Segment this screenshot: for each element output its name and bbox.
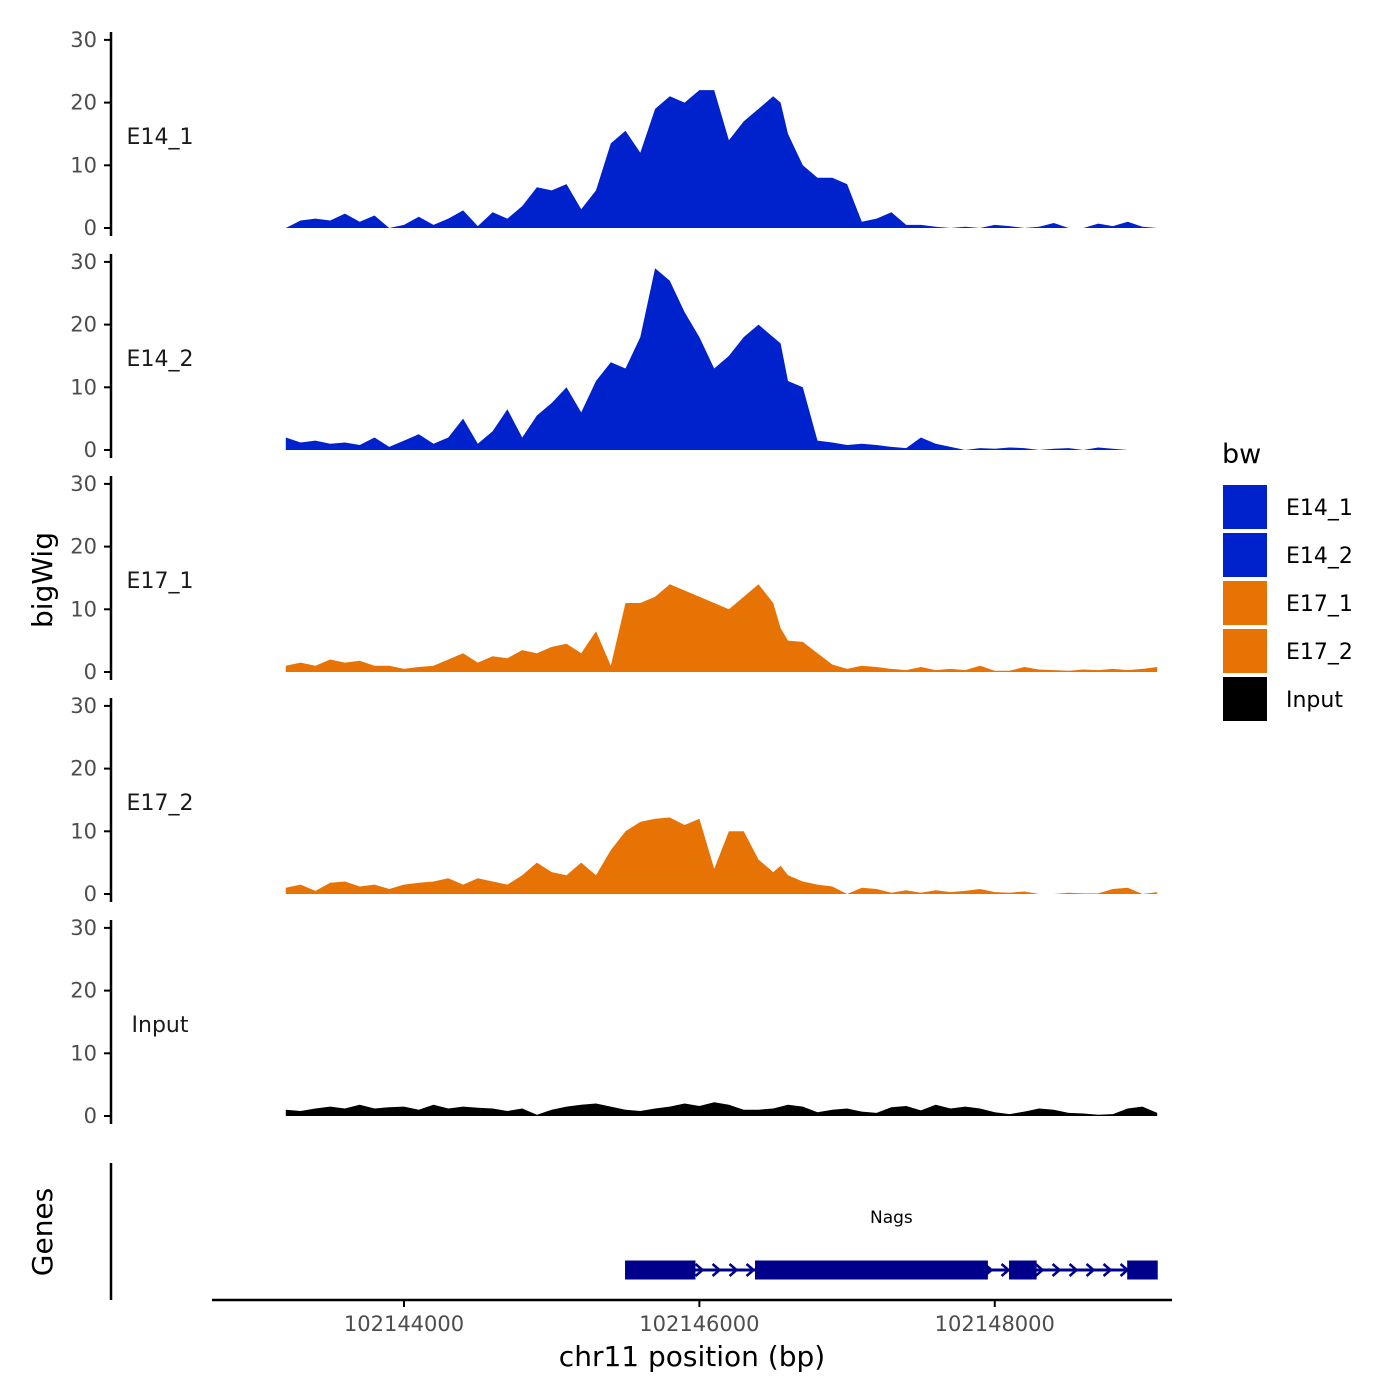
track-panel-e17_1: 0 10 20 30 E17_1: [70, 472, 1158, 684]
series-area-input: [285, 1102, 1158, 1116]
track-panels: 0 10 20 30 E14_1 0 10 20 30 E14_2 0 10 20 30 E17_1 0 10 2…: [70, 28, 1158, 1128]
y-tick-label: 20: [70, 757, 97, 781]
y-tick-label: 20: [70, 313, 97, 337]
gene-exon: [876, 1260, 988, 1280]
y-tick-label: 10: [70, 1041, 97, 1065]
legend-swatch-e17_2: [1221, 627, 1269, 675]
gene-label: Nags: [870, 1208, 913, 1228]
legend-label-e17_1: E17_1: [1286, 592, 1353, 617]
y-tick-label: 20: [70, 979, 97, 1003]
gene-exon: [1009, 1260, 1037, 1280]
legend-swatch-input: [1221, 675, 1269, 723]
gene-nags: Nags: [625, 1208, 1158, 1280]
y-tick-label: 10: [70, 597, 97, 621]
y-tick-label: 10: [70, 819, 97, 843]
legend-title: bw: [1222, 439, 1261, 470]
gene-track: Nags: [625, 1208, 1158, 1280]
series-area-e17_2: [285, 817, 1158, 894]
legend-label-e17_2: E17_2: [1286, 640, 1353, 665]
strand-arrow: [694, 1263, 705, 1277]
track-panel-e14_2: 0 10 20 30 E14_2: [70, 250, 1158, 462]
gene-exon: [625, 1260, 696, 1280]
y-tick-label: 0: [84, 882, 97, 906]
x-tick-label: 102144000: [344, 1312, 464, 1336]
y-tick-label: 20: [70, 91, 97, 115]
strand-arrow: [1102, 1263, 1113, 1277]
strand-arrow: [1068, 1263, 1079, 1277]
facet-label-e14_1: E14_1: [127, 125, 194, 150]
y-tick-label: 30: [70, 28, 97, 52]
series-area-e14_1: [285, 90, 1158, 228]
facet-label-e17_1: E17_1: [127, 569, 194, 594]
y-tick-label: 30: [70, 250, 97, 274]
y-tick-label: 0: [84, 1104, 97, 1128]
legend-label-e14_1: E14_1: [1286, 496, 1353, 521]
y-tick-label: 0: [84, 216, 97, 240]
legend-swatch-e17_1: [1221, 579, 1269, 627]
strand-arrow: [1085, 1263, 1096, 1277]
facet-label-e17_2: E17_2: [127, 791, 194, 816]
y-tick-label: 30: [70, 472, 97, 496]
strand-arrow: [1051, 1263, 1062, 1277]
track-panel-e17_2: 0 10 20 30 E17_2: [70, 694, 1158, 906]
legend-label-input: Input: [1286, 688, 1343, 713]
x-tick-label: 102146000: [639, 1312, 759, 1336]
gene-exon: [1127, 1260, 1158, 1280]
strand-arrow: [1000, 1263, 1011, 1277]
genes-axis-title: Genes: [26, 1188, 59, 1276]
legend-label-e14_2: E14_2: [1286, 544, 1353, 569]
x-axis: 102144000 102146000 102148000: [344, 1300, 1055, 1336]
y-tick-label: 10: [70, 375, 97, 399]
legend-swatch-e14_1: [1221, 483, 1269, 531]
series-area-e17_1: [285, 584, 1158, 672]
gene-exon: [824, 1260, 878, 1280]
facet-label-e14_2: E14_2: [127, 347, 194, 372]
gene-exon: [755, 1260, 826, 1280]
y-axis-title: bigWig: [26, 532, 59, 628]
series-area-e14_2: [285, 268, 1158, 450]
strand-arrow: [745, 1263, 756, 1277]
strand-arrow: [728, 1263, 739, 1277]
track-panel-input: 0 10 20 30 Input: [70, 916, 1158, 1128]
y-tick-label: 0: [84, 660, 97, 684]
x-tick-label: 102148000: [935, 1312, 1055, 1336]
y-tick-label: 20: [70, 535, 97, 559]
legend-swatch-e14_2: [1221, 531, 1269, 579]
strand-arrow: [1034, 1263, 1045, 1277]
y-tick-label: 30: [70, 694, 97, 718]
facet-label-input: Input: [132, 1013, 189, 1038]
strand-arrow: [711, 1263, 722, 1277]
y-tick-label: 0: [84, 438, 97, 462]
y-tick-label: 30: [70, 916, 97, 940]
legend: bw E14_1 E14_2 E17_1 E17_2 Input: [1221, 439, 1353, 723]
x-axis-title: chr11 position (bp): [559, 1340, 825, 1373]
y-tick-label: 10: [70, 153, 97, 177]
track-panel-e14_1: 0 10 20 30 E14_1: [70, 28, 1158, 240]
